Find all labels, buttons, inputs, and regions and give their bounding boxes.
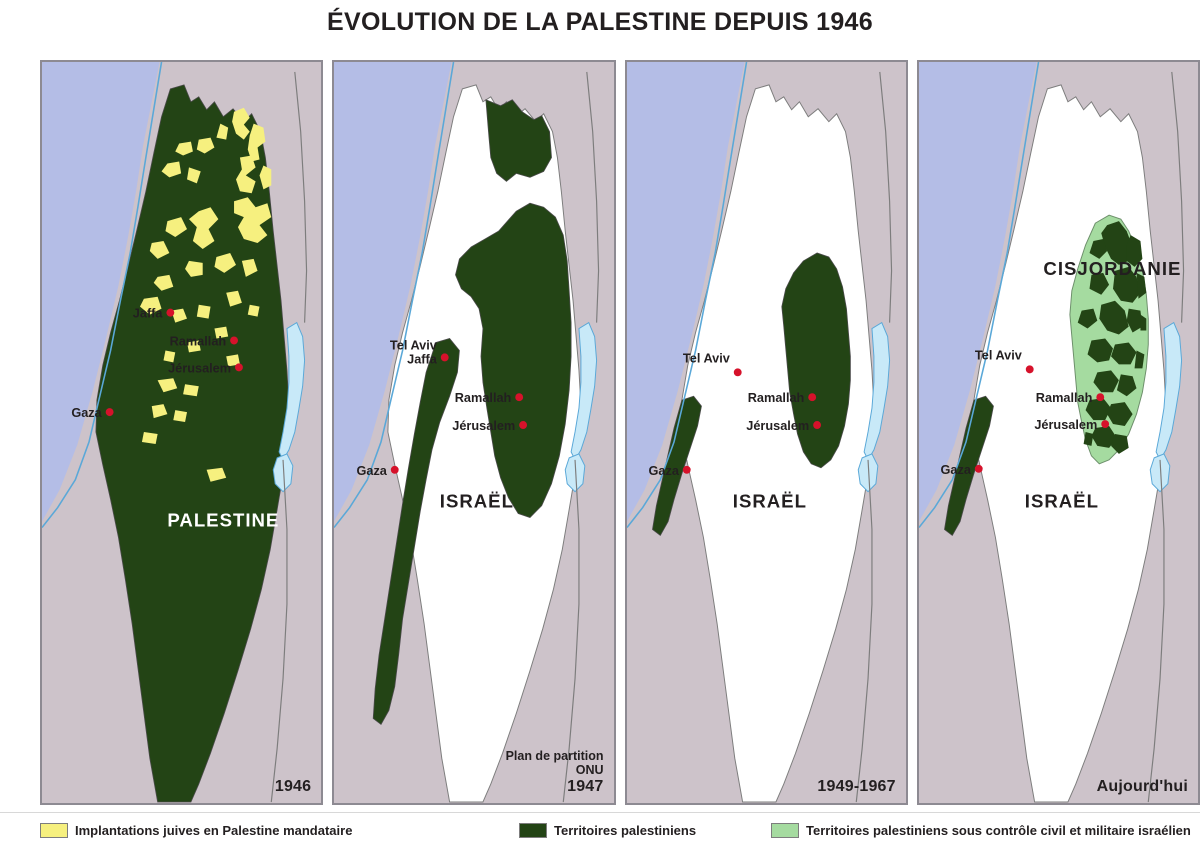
map-panel-group: Jaffa Ramallah Jérusalem Gaza PALESTINE … (40, 60, 1200, 805)
city-dot-jerusalem (235, 363, 243, 372)
city-dot-gaza (105, 408, 114, 417)
jewish-settlements (139, 107, 272, 482)
legend-item-dark-green: Territoires palestiniens (519, 822, 697, 838)
coastline (42, 62, 163, 528)
city-label-gaza: Gaza (357, 463, 388, 478)
mediterranean-sea (626, 62, 745, 522)
city-dot-ramallah (807, 393, 816, 402)
dead-sea (570, 321, 598, 461)
city-label-telaviv: Tel Aviv (975, 347, 1023, 362)
city-label-gaza: Gaza (940, 462, 971, 477)
city-label-telaviv: Tel Aviv (390, 337, 438, 352)
west-bank (780, 252, 851, 469)
legend: Implantations juives en Palestine mandat… (0, 812, 1200, 847)
city-label-jerusalem: Jérusalem (453, 418, 516, 433)
city-dot-jerusalem (1100, 420, 1109, 429)
country-label-israel: ISRAËL (1025, 490, 1099, 511)
country-label-israel: ISRAËL (732, 490, 806, 511)
city-label-jerusalem: Jérusalem (746, 418, 809, 433)
city-dot-jerusalem (519, 421, 528, 430)
west-bank-palestinian-enclaves (1077, 221, 1147, 454)
legend-swatch-yellow-icon (40, 822, 68, 838)
city-label-ramallah: Ramallah (747, 390, 804, 405)
map-svg-1947: Tel Aviv Jaffa Ramallah Jérusalem Gaza I… (334, 62, 614, 803)
legend-label-light-green: Territoires palestiniens sous contrôle c… (806, 822, 1191, 838)
map-panel-1947[interactable]: Tel Aviv Jaffa Ramallah Jérusalem Gaza I… (332, 60, 616, 805)
legend-swatch-light-green-icon (771, 822, 799, 838)
city-dot-telaviv (1025, 365, 1034, 374)
eastern-border (1147, 71, 1184, 803)
city-label-gaza: Gaza (71, 405, 102, 420)
city-markers: Jaffa Ramallah Jérusalem Gaza (71, 306, 243, 420)
city-label-jerusalem: Jérusalem (1034, 417, 1097, 432)
city-dot-gaza (682, 465, 691, 474)
legend-item-yellow: Implantations juives en Palestine mandat… (40, 822, 353, 838)
city-dot-telaviv (441, 353, 449, 362)
coastline (334, 62, 455, 528)
region-label-cisjordanie: CISJORDANIE (1043, 258, 1181, 279)
city-label-jaffa: Jaffa (407, 351, 438, 366)
country-label-palestine: PALESTINE (167, 509, 279, 530)
country-label-israel: ISRAËL (440, 490, 514, 511)
map-svg-1946: Jaffa Ramallah Jérusalem Gaza PALESTINE (42, 62, 322, 803)
city-markers: Tel Aviv Ramallah Jérusalem Gaza (940, 347, 1109, 477)
mediterranean-sea (918, 62, 1037, 522)
coastline (918, 62, 1040, 528)
dead-sea (278, 321, 306, 461)
city-dot-gaza (974, 464, 983, 473)
dead-sea-south (1149, 453, 1171, 493)
arab-state-coastal (373, 338, 461, 726)
eastern-border (855, 71, 892, 803)
dead-sea-south (564, 453, 586, 493)
dead-sea-south (857, 453, 878, 493)
legend-label-dark-green: Territoires palestiniens (554, 822, 697, 838)
city-label-gaza: Gaza (648, 463, 679, 478)
arab-state-westbank (455, 202, 572, 518)
map-panel-aujourdhui[interactable]: CISJORDANIE Tel Aviv Ramallah Jérusalem … (916, 60, 1200, 805)
city-markers: Tel Aviv Jaffa Ramallah Jérusalem Gaza (357, 337, 528, 478)
dead-sea-south (272, 453, 294, 493)
arab-state-galilee (485, 99, 553, 182)
eastern-border (562, 71, 600, 803)
mediterranean-sea (334, 62, 452, 522)
map-svg-1949-1967: Tel Aviv Ramallah Jérusalem Gaza ISRAËL (626, 62, 906, 803)
city-label-ramallah: Ramallah (170, 333, 227, 348)
city-dot-gaza (391, 465, 399, 474)
city-dot-jaffa (166, 308, 175, 317)
city-dot-jerusalem (812, 421, 821, 430)
city-dot-telaviv (733, 368, 742, 377)
map-svg-aujourdhui: CISJORDANIE Tel Aviv Ramallah Jérusalem … (918, 62, 1198, 803)
eastern-border (270, 71, 308, 803)
legend-swatch-dark-green-icon (519, 822, 547, 838)
dead-sea (1155, 321, 1182, 461)
coastline (626, 62, 747, 528)
city-dot-ramallah (515, 393, 524, 402)
city-label-ramallah: Ramallah (455, 390, 512, 405)
city-dot-ramallah (230, 336, 238, 345)
map-panel-1946[interactable]: Jaffa Ramallah Jérusalem Gaza PALESTINE … (40, 60, 324, 805)
city-label-telaviv: Tel Aviv (682, 350, 730, 365)
dead-sea (863, 321, 890, 461)
map-panel-1949-1967[interactable]: Tel Aviv Ramallah Jérusalem Gaza ISRAËL … (624, 60, 908, 805)
legend-label-yellow: Implantations juives en Palestine mandat… (75, 822, 353, 838)
city-label-jaffa: Jaffa (133, 306, 164, 321)
page-title: ÉVOLUTION DE LA PALESTINE DEPUIS 1946 (327, 8, 873, 36)
city-markers: Tel Aviv Ramallah Jérusalem Gaza (648, 350, 821, 478)
city-label-jerusalem: Jérusalem (168, 360, 231, 375)
mediterranean-sea (42, 62, 160, 522)
city-dot-ramallah (1096, 393, 1104, 402)
city-label-ramallah: Ramallah (1036, 390, 1093, 405)
legend-item-light-green: Territoires palestiniens sous contrôle c… (771, 822, 1191, 838)
